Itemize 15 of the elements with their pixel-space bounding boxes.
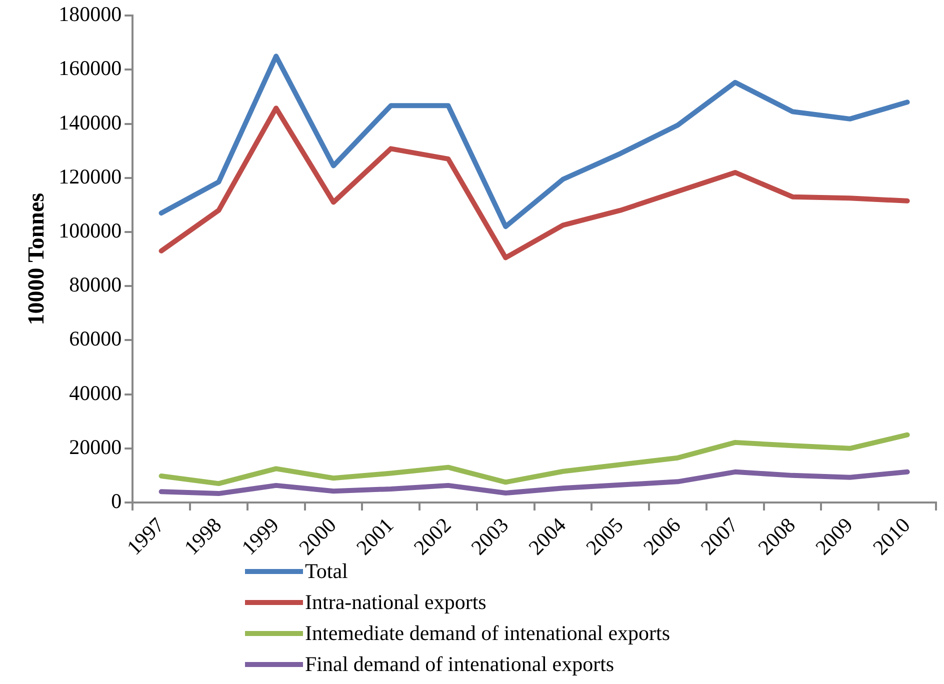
y-tick-label: 140000 xyxy=(58,110,122,134)
legend-label: Intra-national exports xyxy=(305,590,486,615)
legend-label: Final demand of intenational exports xyxy=(305,652,614,677)
y-tick-label: 40000 xyxy=(69,380,122,405)
y-tick-label: 120000 xyxy=(58,164,122,188)
legend-label: Total xyxy=(305,559,348,584)
y-tick-label: 180000 xyxy=(58,2,122,26)
legend-label: Intemediate demand of intenational exports xyxy=(305,621,670,646)
y-tick-label: 60000 xyxy=(69,326,122,351)
y-tick-label: 100000 xyxy=(58,218,122,243)
y-tick-label: 80000 xyxy=(69,272,122,297)
y-tick-label: 20000 xyxy=(69,434,122,459)
y-tick-label: 160000 xyxy=(58,56,122,80)
y-tick-label: 0 xyxy=(111,489,122,513)
y-axis-title: 10000 Tonnes xyxy=(24,192,49,326)
